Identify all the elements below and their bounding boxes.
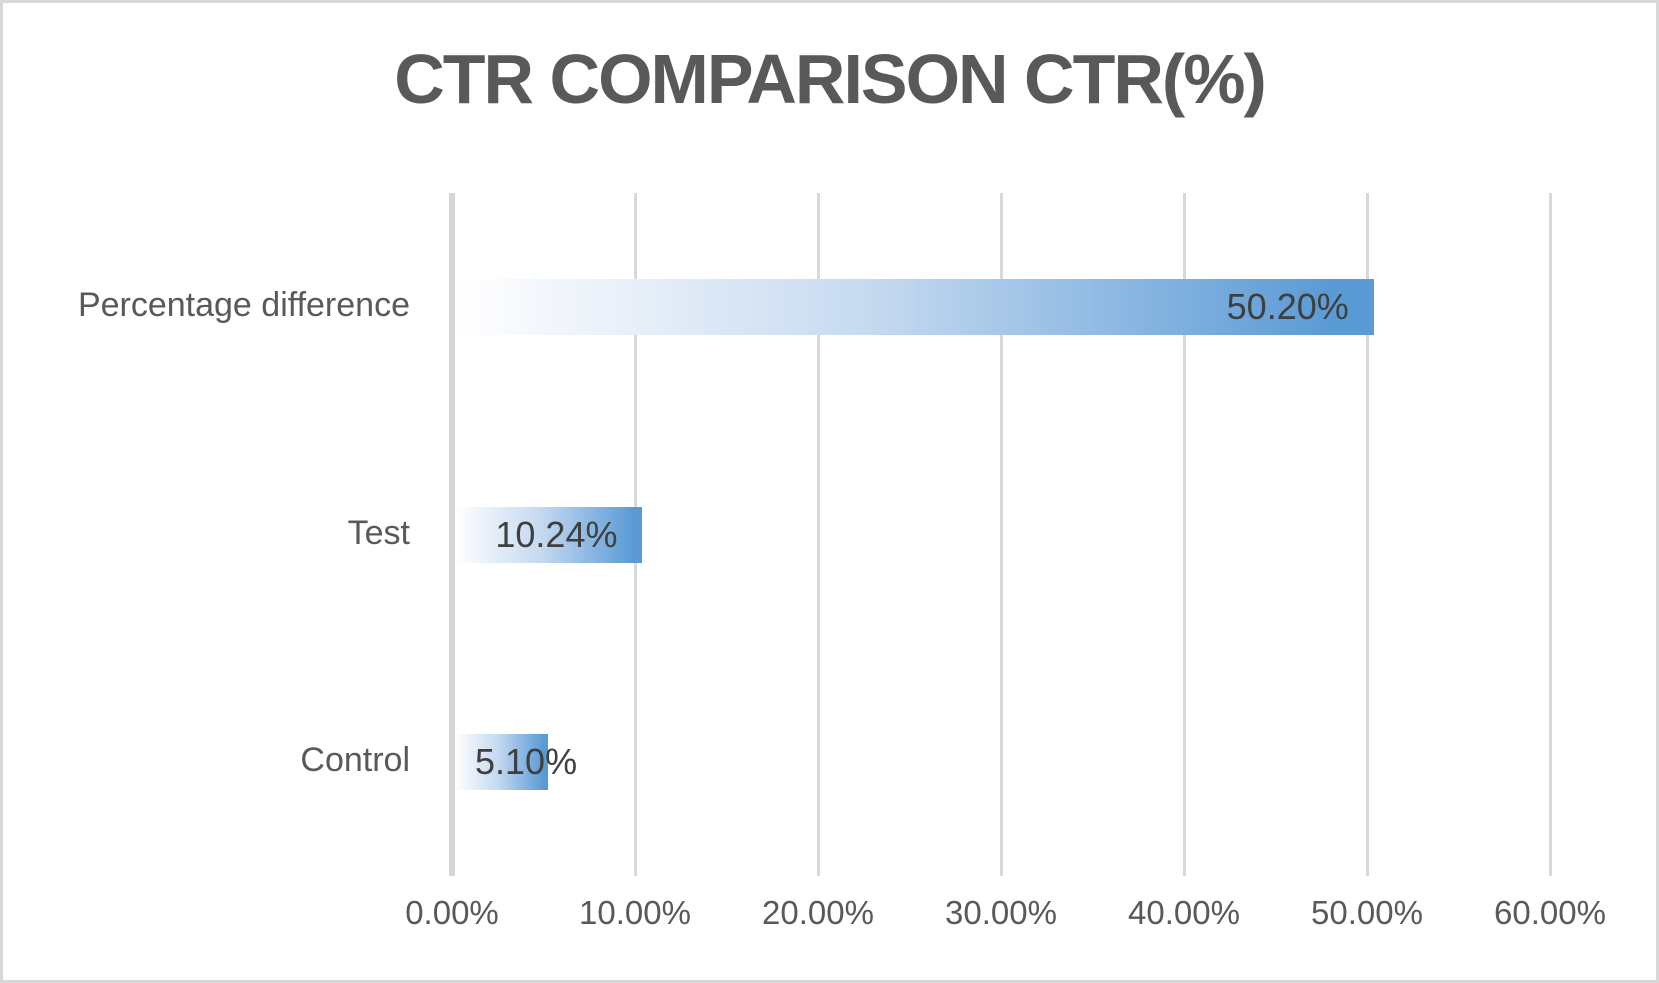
category-label: Test [347, 513, 410, 552]
x-axis-tick-label: 60.00% [1494, 894, 1606, 931]
gridline [999, 193, 1003, 876]
gridline [1548, 193, 1552, 876]
bar [455, 734, 549, 791]
x-axis-tick-label: 0.00% [405, 894, 499, 931]
gridline [1365, 193, 1369, 876]
x-axis-tick-label: 20.00% [762, 894, 874, 931]
data-label: 50.20% [1226, 285, 1349, 327]
x-axis-tick-label: 10.00% [579, 894, 691, 931]
axis-line [449, 193, 455, 876]
bar [455, 506, 643, 563]
data-label: 5.10% [475, 741, 578, 783]
data-label: 10.24% [495, 513, 618, 555]
category-label: Control [300, 741, 410, 780]
gridline [1182, 193, 1186, 876]
x-axis-tick-label: 30.00% [945, 894, 1057, 931]
category-label: Percentage difference [77, 285, 410, 324]
x-axis-tick-label: 40.00% [1128, 894, 1240, 931]
gridline [816, 193, 820, 876]
bar [455, 278, 1374, 335]
x-axis-tick-label: 50.00% [1311, 894, 1423, 931]
chart-title: CTR COMPARISON CTR(%) [394, 40, 1267, 118]
